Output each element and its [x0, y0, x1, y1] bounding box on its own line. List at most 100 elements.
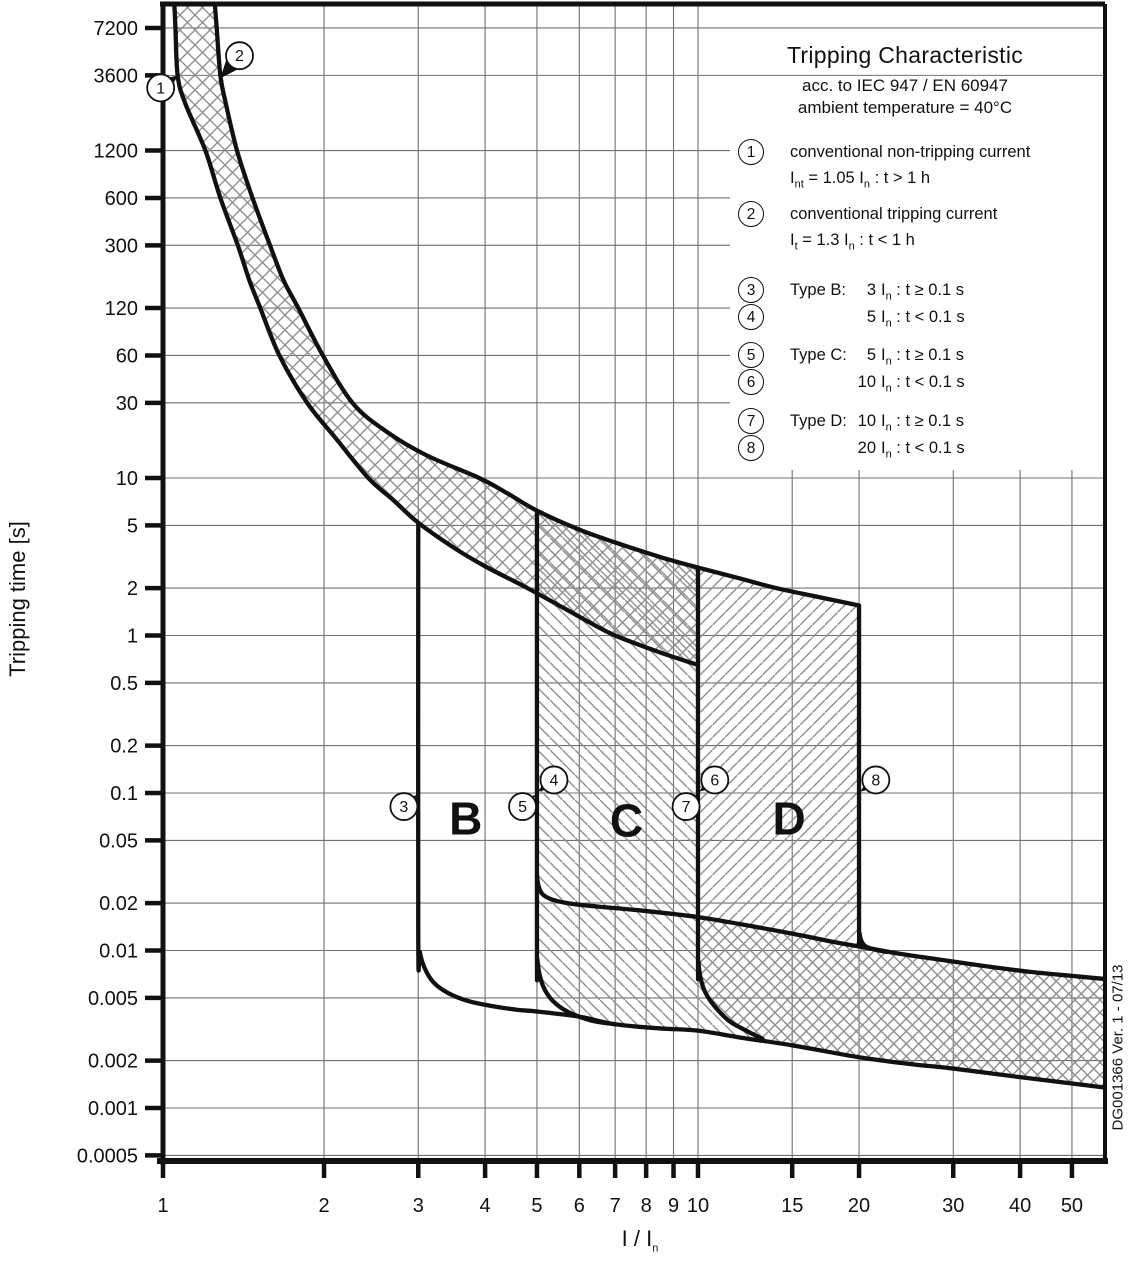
- y-tick-label: 0.005: [88, 988, 138, 1010]
- legend-text: : t ≥ 0.1 s: [891, 412, 965, 430]
- marker-number-3: 3: [399, 799, 408, 816]
- legend-text: I: [859, 169, 864, 187]
- legend-text: I: [881, 346, 886, 364]
- legend-text: = 1.05: [803, 169, 860, 187]
- legend-text: I: [881, 439, 886, 457]
- x-tick-label: 8: [641, 1195, 652, 1217]
- x-tick-label: 15: [781, 1195, 803, 1217]
- y-tick-label: 2: [127, 578, 138, 600]
- x-axis-title: I / In: [560, 1226, 720, 1254]
- legend-subscript: nt: [794, 178, 804, 191]
- max-breaking-time-curve: [534, 873, 1107, 982]
- characteristic-curves: [172, 1, 1107, 1090]
- legend-subscript: n: [863, 178, 871, 191]
- legend-subscript: t: [794, 240, 798, 253]
- region-letters: B C D: [449, 792, 806, 846]
- marker-number-5: 5: [518, 799, 527, 816]
- y-tick-label: 300: [105, 235, 138, 257]
- type-c-boundary-curve: [534, 508, 618, 1027]
- marker-circle-8: [861, 765, 891, 795]
- y-tick-label: 1: [127, 626, 138, 648]
- marker-circle-2: [225, 41, 254, 71]
- thermal-upper-curve: [212, 1, 862, 608]
- x-tick-label: 20: [848, 1195, 870, 1217]
- region-letter-d: D: [772, 792, 805, 844]
- legend-value-multiplier: 20: [857, 439, 876, 457]
- x-tick-label: 3: [413, 1195, 424, 1217]
- chart-subtitle-standard: acc. to IEC 947 / EN 60947: [801, 76, 1008, 95]
- legend-subscript: n: [885, 448, 892, 461]
- y-tick-label: 0.05: [99, 830, 138, 852]
- legend-marker-circle-1: 1: [738, 139, 764, 165]
- legend-value-multiplier: 3: [866, 281, 876, 299]
- legend-marker-circle-7: 7: [738, 408, 764, 434]
- x-tick-label: 10: [687, 1195, 709, 1217]
- marker-circle-7: [671, 792, 701, 821]
- legend-subscript: n: [885, 382, 892, 395]
- y-tick-label: 5: [127, 515, 138, 537]
- marker-circle-1: [146, 73, 176, 103]
- type-d-upper-boundary-curve: [856, 603, 889, 955]
- y-tick-label: 0.002: [88, 1051, 138, 1073]
- marker-pointer-2: [220, 59, 238, 79]
- legend-text: I: [881, 308, 886, 326]
- legend-subscript: n: [885, 355, 892, 368]
- chart-title: Tripping Characteristic: [786, 42, 1024, 68]
- x-tick-label: 6: [574, 1195, 585, 1217]
- axis-ticks-and-labels: 7200360012006003001206030105210.50.20.10…: [77, 18, 1083, 1217]
- x-tick-label: 30: [942, 1195, 964, 1217]
- type-d-hatch-region: [698, 567, 1105, 1088]
- x-tick-label: 50: [1061, 1195, 1083, 1217]
- legend-text: I: [790, 169, 795, 187]
- legend-text: I: [881, 373, 886, 391]
- y-tick-label: 10: [116, 468, 138, 490]
- legend-marker-circle-3: 3: [738, 277, 764, 303]
- y-tick-label: 120: [105, 298, 138, 320]
- legend-text: : t > 1 h: [870, 169, 931, 187]
- y-tick-label: 30: [116, 393, 138, 415]
- chart-subtitle-temperature: ambient temperature = 40°C: [797, 98, 1013, 117]
- type-d-boundary-curve: [695, 565, 765, 1041]
- legend-value-multiplier: 5: [866, 308, 876, 326]
- y-tick-label: 0.02: [99, 893, 138, 915]
- marker-number-1: 1: [156, 80, 165, 97]
- marker-number-4: 4: [550, 772, 559, 789]
- x-tick-label: 9: [668, 1195, 679, 1217]
- hatched-regions: [174, 4, 1105, 1088]
- legend-text: : t ≥ 0.1 s: [891, 346, 965, 364]
- y-axis-title: Tripping time [s]: [5, 521, 30, 677]
- x-tick-label: 1: [157, 1195, 168, 1217]
- legend-note-line1: conventional tripping current: [790, 204, 997, 224]
- marker-number-2: 2: [235, 48, 244, 65]
- y-tick-label: 0.0005: [77, 1145, 138, 1167]
- legend-type-label: Type C:: [790, 346, 847, 364]
- x-tick-label: 4: [480, 1195, 491, 1217]
- y-tick-label: 60: [116, 345, 138, 367]
- marker-circle-6: [700, 765, 730, 795]
- legend-text: : t < 0.1 s: [891, 308, 965, 326]
- x-tick-label: 7: [610, 1195, 621, 1217]
- legend-subscript: n: [885, 317, 892, 330]
- legend-marker-circle-2: 2: [738, 201, 764, 227]
- legend-text: = 1.3: [797, 231, 844, 249]
- legend-type-value: 5 In : t < 0.1 s: [842, 307, 965, 333]
- y-tick-label: 0.1: [110, 783, 138, 805]
- legend-text: conventional non-tripping current: [790, 143, 1031, 161]
- legend-text: : t < 1 h: [854, 231, 915, 249]
- y-tick-label: 600: [105, 188, 138, 210]
- legend-note-line1: conventional non-tripping current: [790, 142, 1030, 162]
- legend-type-value: 5 In : t ≥ 0.1 s: [842, 345, 964, 371]
- legend-value-multiplier: 5: [866, 346, 876, 364]
- legend-text: I: [881, 281, 886, 299]
- legend-type-value: 10 In : t ≥ 0.1 s: [842, 411, 964, 437]
- title-block: Tripping Characteristic acc. to IEC 947 …: [700, 42, 1110, 118]
- curve-markers: 1 2 3 4 5 6 78: [146, 41, 891, 821]
- region-letter-b: B: [449, 792, 482, 844]
- x-tick-label: 5: [531, 1195, 542, 1217]
- marker-number-6: 6: [710, 772, 719, 789]
- y-tick-label: 0.01: [99, 941, 138, 963]
- y-tick-label: 7200: [94, 18, 139, 40]
- legend-value-multiplier: 10: [857, 373, 876, 391]
- legend-marker-circle-8: 8: [738, 435, 764, 461]
